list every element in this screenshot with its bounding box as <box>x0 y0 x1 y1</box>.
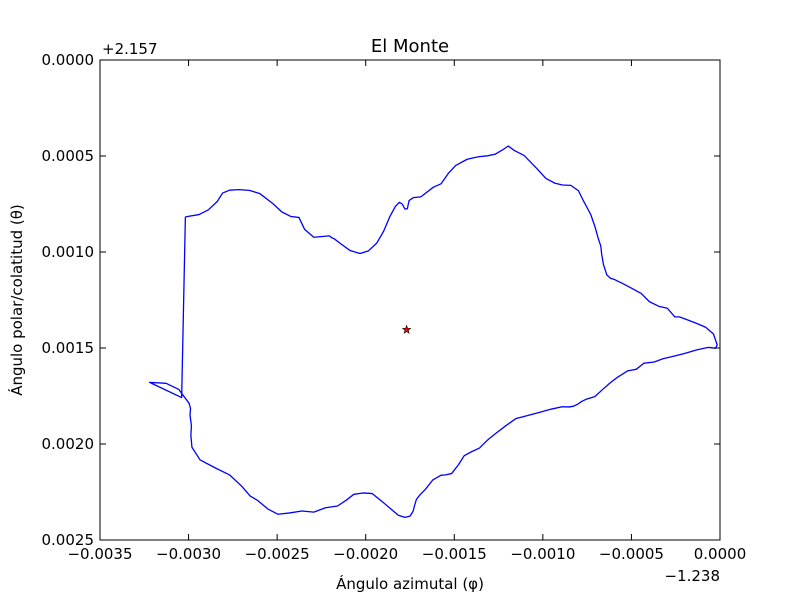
x-tick-label: −0.0035 <box>67 545 132 563</box>
x-tick-label: −0.0025 <box>245 545 310 563</box>
labels-layer: −0.0035 −0.0030 −0.0025 −0.0020 −0.0015 −0.00… <box>42 51 747 563</box>
x-tick-label: −0.0010 <box>510 545 575 563</box>
x-tick-label: −0.0005 <box>599 545 664 563</box>
x-tick-label: −0.0030 <box>156 545 221 563</box>
plot-frame <box>99 59 721 541</box>
ticks-layer <box>99 59 721 541</box>
y-axis-label: Ángulo polar/colatitud (θ) <box>7 204 26 396</box>
x-offset-label: −1.238 <box>664 567 720 585</box>
plot-layer <box>148 145 718 518</box>
chart-title: El Monte <box>371 36 449 57</box>
y-tick-label: 0.0015 <box>42 339 95 357</box>
x-tick-label: −0.0015 <box>422 545 487 563</box>
x-tick-label: 0.0000 <box>694 545 747 563</box>
y-offset-label: +2.157 <box>102 40 158 58</box>
y-tick-label: 0.0000 <box>42 51 95 69</box>
y-tick-label: 0.0010 <box>42 243 95 261</box>
centroid-star-marker <box>401 324 412 334</box>
y-tick-label: 0.0005 <box>42 147 95 165</box>
y-tick-label: 0.0020 <box>42 435 95 453</box>
x-tick-label: −0.0020 <box>333 545 398 563</box>
x-axis-label: Ángulo azimutal (φ) <box>336 574 484 593</box>
y-tick-label: 0.0025 <box>42 531 95 549</box>
boundary-line-series <box>148 145 718 518</box>
